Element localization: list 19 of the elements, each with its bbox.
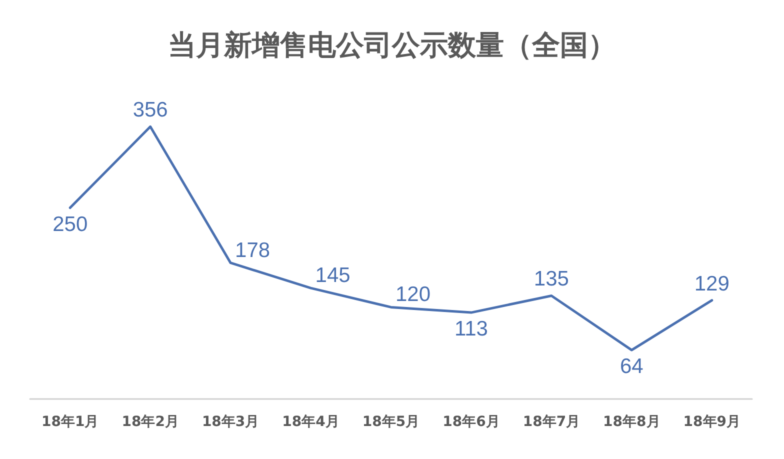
chart-title: 当月新增售电公司公示数量（全国） [168,28,616,62]
x-tick-label: 18年9月 [683,414,741,430]
x-tick-label: 18年6月 [442,414,500,430]
x-tick-label: 18年1月 [41,414,99,430]
data-label: 250 [52,212,88,236]
data-label: 64 [620,355,644,378]
x-tick-label: 18年5月 [362,414,420,430]
data-label: 135 [534,268,569,291]
data-label: 178 [235,238,270,262]
x-tick-label: 18年2月 [122,414,179,430]
data-label: 129 [694,272,730,296]
data-label: 113 [454,318,488,341]
x-tick-label: 18年8月 [603,414,660,430]
data-label: 356 [132,98,168,122]
x-tick-label: 18年4月 [282,414,340,430]
x-tick-label: 18年7月 [522,414,580,430]
data-label: 120 [395,283,431,306]
data-label: 145 [315,264,350,288]
x-tick-label: 18年3月 [202,414,260,430]
